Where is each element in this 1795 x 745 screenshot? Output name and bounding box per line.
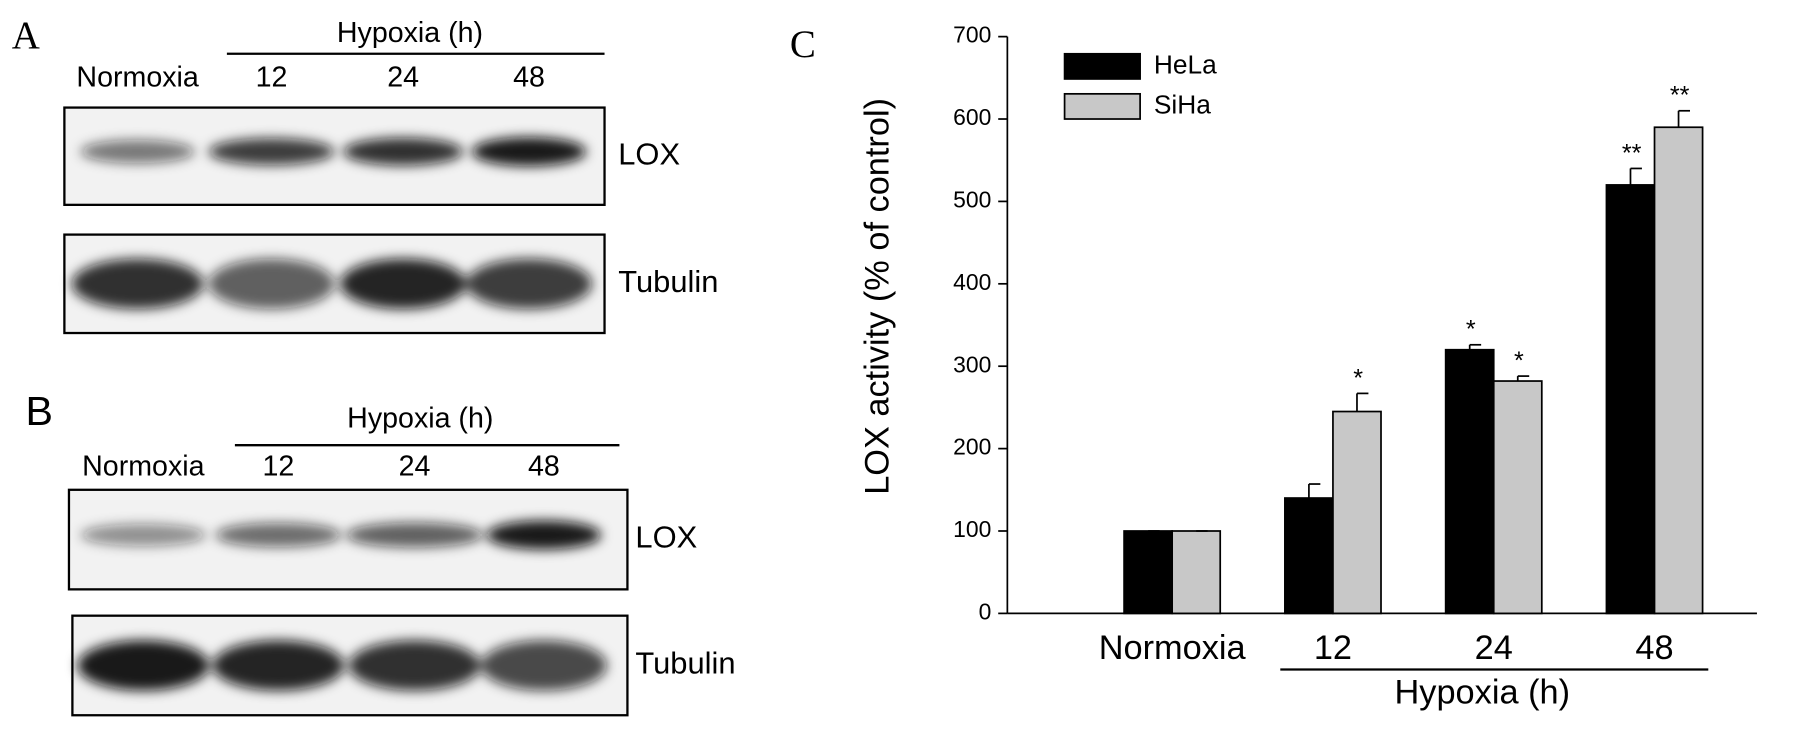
lane-label: Normoxia	[82, 451, 204, 483]
legend-swatch	[1063, 92, 1141, 120]
y-tick-label: 400	[953, 269, 991, 295]
blot-band	[77, 640, 210, 691]
lane-label: 48	[513, 62, 545, 94]
blot-band	[71, 258, 204, 309]
y-tick-label: 200	[953, 434, 991, 460]
group-label: Hypoxia (h)	[1395, 674, 1571, 712]
blot-label: LOX	[635, 520, 697, 555]
blot-band	[212, 640, 345, 691]
blot-bands	[77, 640, 607, 691]
blot-band	[208, 138, 335, 166]
y-tick-label: 100	[953, 516, 991, 542]
blot-label: Tubulin	[618, 264, 718, 299]
blot-bands	[80, 520, 602, 550]
y-tick-label: 0	[979, 598, 992, 624]
x-tick-label: 12	[1314, 629, 1352, 667]
lane-label: 24	[387, 62, 419, 94]
y-axis-label: LOX activity (% of control)	[858, 98, 896, 495]
panel-label: A	[12, 14, 40, 57]
significance-label: *	[1353, 364, 1363, 392]
x-tick-label: 48	[1635, 629, 1673, 667]
legend-swatch	[1063, 52, 1141, 80]
y-tick-label: 700	[953, 22, 991, 48]
blot-band	[208, 258, 335, 309]
bar	[1284, 497, 1334, 615]
bar	[1171, 530, 1222, 615]
bar	[1444, 348, 1495, 615]
group-label: Hypoxia (h)	[337, 17, 483, 49]
blot-band	[345, 522, 484, 548]
lane-label: 48	[528, 451, 560, 483]
blot-band	[80, 139, 195, 164]
blot-band	[340, 258, 467, 309]
y-tick-label: 300	[953, 351, 991, 377]
panel-label: B	[25, 388, 52, 434]
group-label: Hypoxia (h)	[347, 403, 493, 435]
lane-label: 24	[399, 451, 431, 483]
bar	[1332, 410, 1382, 615]
significance-label: *	[1466, 316, 1476, 344]
x-tick-label: Normoxia	[1099, 629, 1247, 667]
blot-band	[471, 137, 587, 167]
y-tick-label: 600	[953, 104, 991, 130]
y-tick-label: 500	[953, 186, 991, 212]
lane-label: Normoxia	[76, 62, 198, 94]
blot-band	[466, 258, 592, 309]
significance-label: *	[1514, 347, 1524, 375]
blot-band	[80, 523, 207, 547]
blot-label: LOX	[618, 136, 680, 171]
blot-band	[215, 522, 342, 548]
blot-bands	[80, 137, 587, 167]
blot-band	[348, 640, 481, 691]
lane-label: 12	[256, 62, 288, 94]
significance-label: **	[1670, 82, 1690, 110]
blot-band	[486, 520, 602, 550]
significance-label: **	[1622, 139, 1642, 167]
legend-label: SiHa	[1154, 89, 1211, 119]
legend-label: HeLa	[1154, 49, 1217, 79]
blot-band	[480, 640, 607, 691]
blot-bands	[71, 258, 592, 309]
blot-label: Tubulin	[635, 646, 735, 681]
blot-band	[343, 137, 464, 166]
panel-label: C	[790, 23, 816, 66]
bar	[1492, 380, 1543, 615]
x-tick-label: 24	[1475, 629, 1513, 667]
bar	[1605, 184, 1656, 615]
bar	[1653, 126, 1704, 615]
bar	[1123, 530, 1174, 615]
lane-label: 12	[262, 451, 294, 483]
